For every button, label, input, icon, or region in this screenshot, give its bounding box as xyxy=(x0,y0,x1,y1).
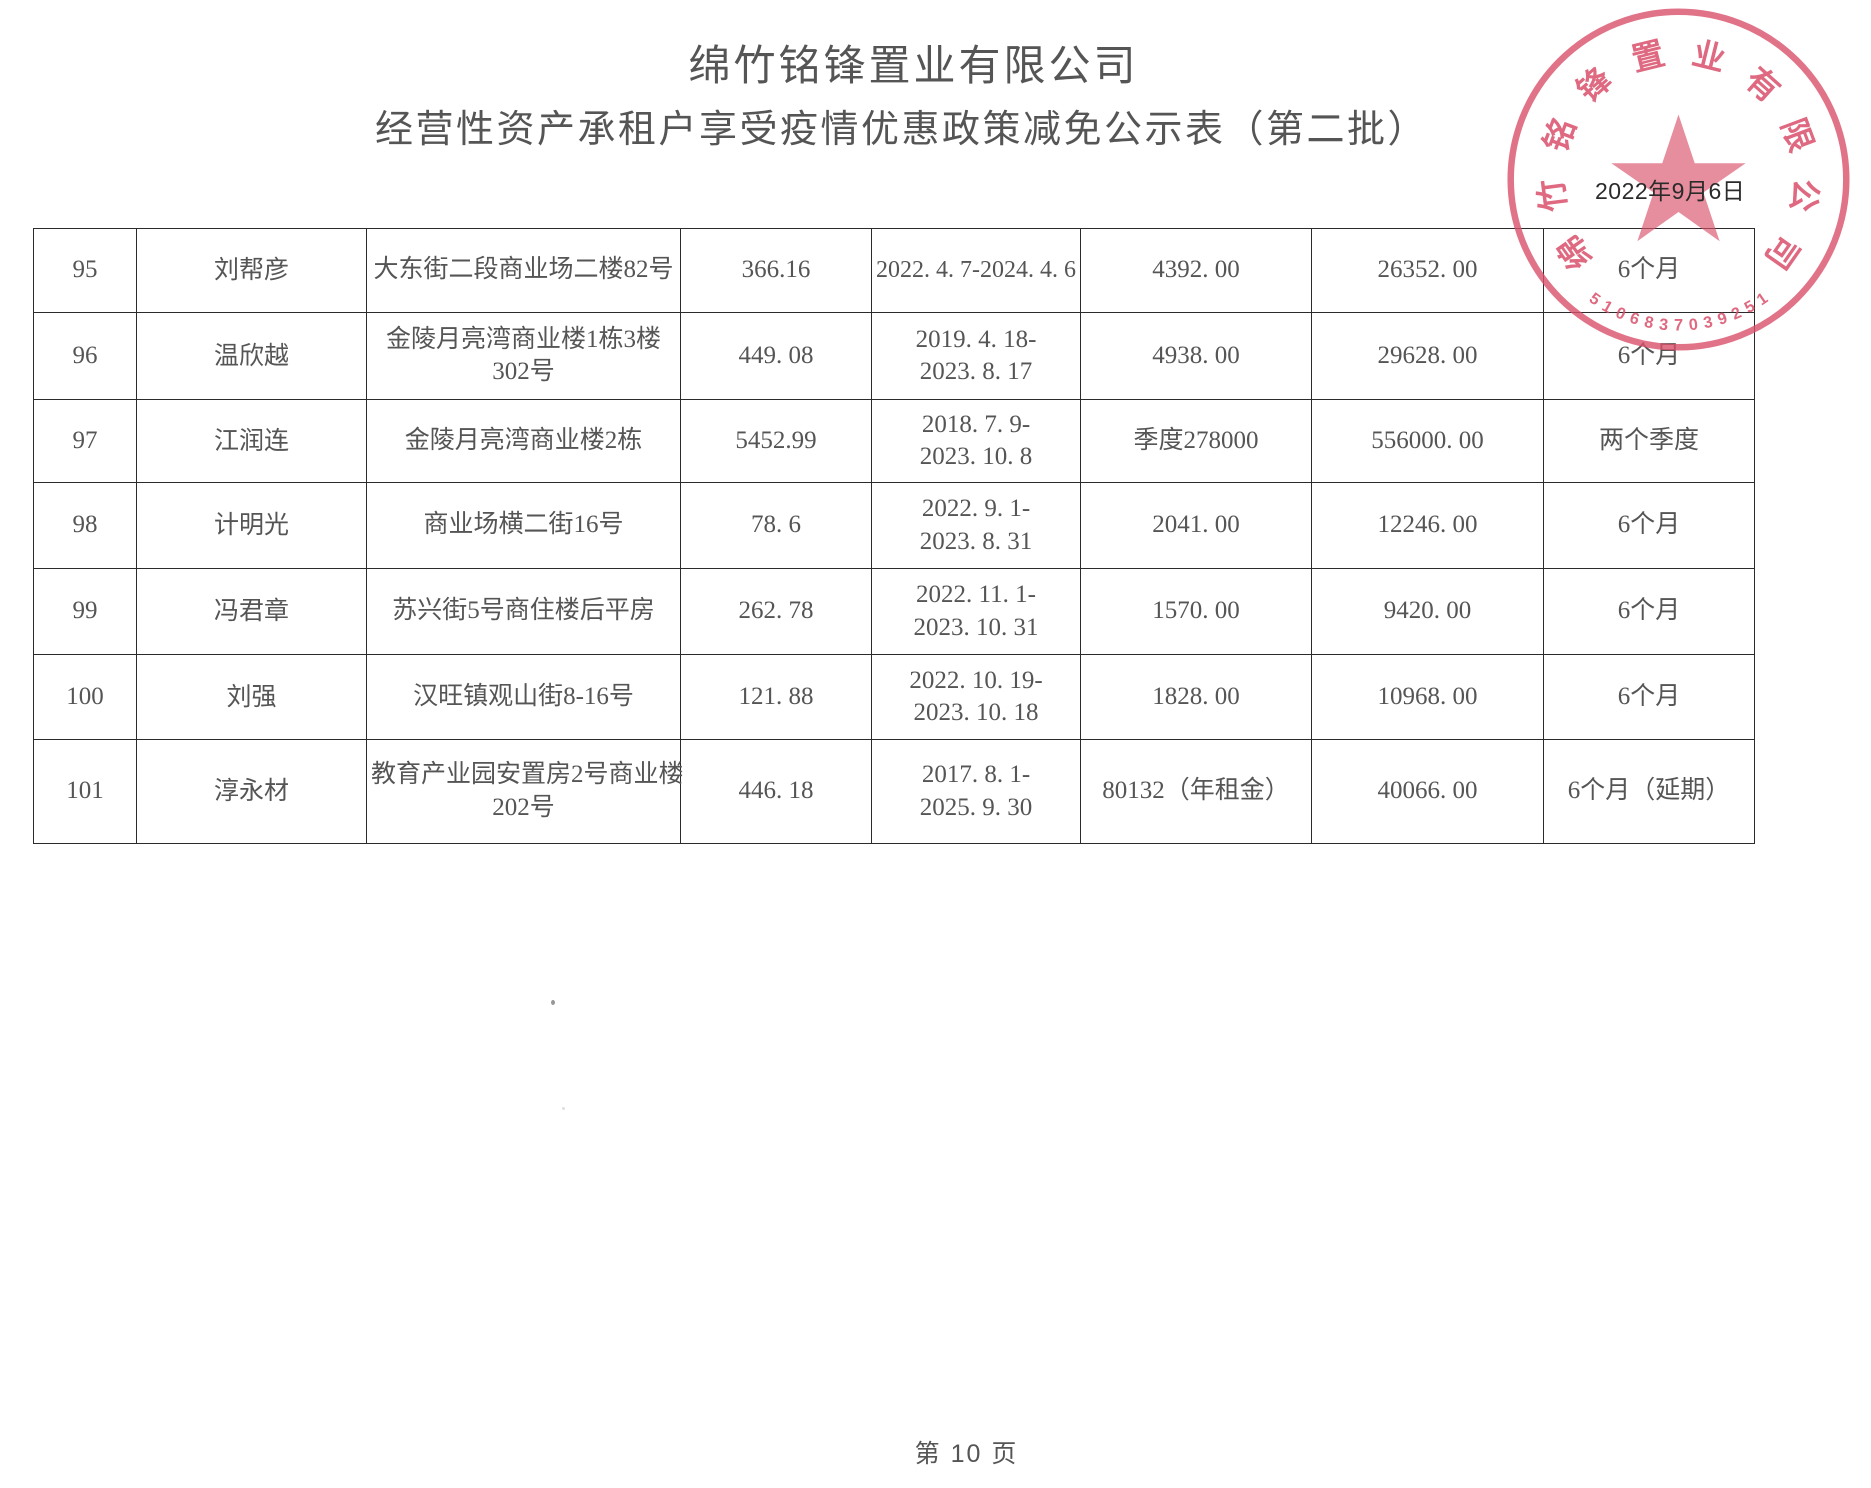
svg-text:竹: 竹 xyxy=(1533,177,1573,214)
svg-text:司: 司 xyxy=(1758,229,1806,276)
svg-text:业: 业 xyxy=(1689,35,1729,78)
svg-text:6: 6 xyxy=(1628,309,1642,329)
svg-text:3: 3 xyxy=(1658,315,1669,334)
svg-text:绵: 绵 xyxy=(1551,229,1599,276)
svg-text:铭: 铭 xyxy=(1537,114,1582,157)
svg-text:1: 1 xyxy=(1599,297,1616,317)
svg-text:公: 公 xyxy=(1784,177,1824,214)
svg-text:5: 5 xyxy=(1741,297,1758,317)
svg-text:3: 3 xyxy=(1702,313,1714,332)
svg-text:7: 7 xyxy=(1674,317,1683,335)
svg-text:1: 1 xyxy=(1753,289,1771,309)
svg-text:9: 9 xyxy=(1715,309,1729,329)
svg-text:锋: 锋 xyxy=(1570,60,1619,109)
svg-text:置: 置 xyxy=(1628,35,1668,78)
svg-text:8: 8 xyxy=(1643,313,1655,332)
svg-text:0: 0 xyxy=(1613,304,1628,324)
svg-text:0: 0 xyxy=(1688,315,1699,334)
svg-text:5: 5 xyxy=(1586,289,1604,309)
svg-text:限: 限 xyxy=(1775,114,1820,158)
svg-text:有: 有 xyxy=(1739,61,1787,109)
svg-text:2: 2 xyxy=(1729,304,1744,324)
